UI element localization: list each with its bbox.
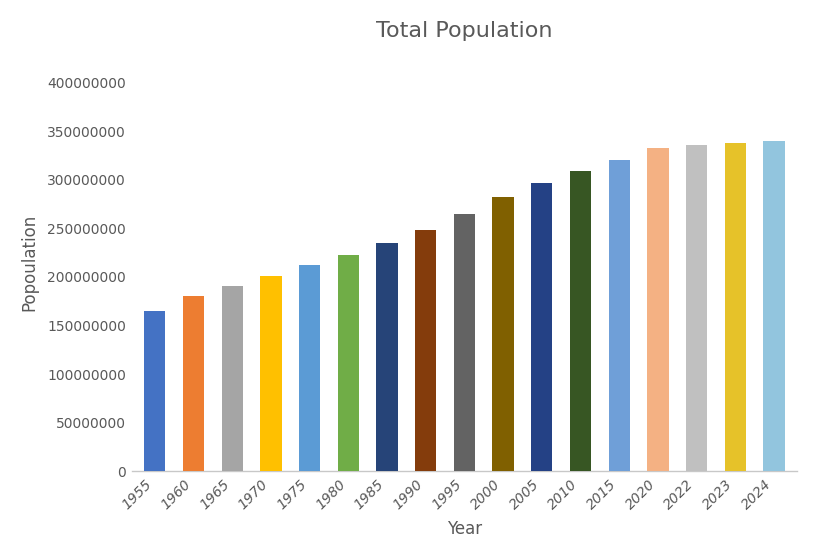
Bar — [686, 145, 708, 471]
Bar — [260, 276, 281, 471]
Bar — [609, 160, 630, 471]
Bar — [531, 183, 552, 471]
Bar — [183, 296, 204, 471]
Bar — [647, 149, 668, 471]
Bar — [415, 230, 436, 471]
X-axis label: Year: Year — [447, 520, 482, 538]
Bar — [570, 170, 591, 471]
Bar — [763, 141, 784, 471]
Title: Total Population: Total Population — [376, 21, 553, 41]
Bar — [454, 214, 475, 471]
Bar — [338, 255, 359, 471]
Bar — [725, 143, 746, 471]
Bar — [222, 286, 243, 471]
Bar — [144, 311, 165, 471]
Y-axis label: Popoulation: Popoulation — [20, 214, 38, 311]
Bar — [299, 265, 320, 471]
Bar — [376, 243, 398, 471]
Bar — [492, 197, 514, 471]
